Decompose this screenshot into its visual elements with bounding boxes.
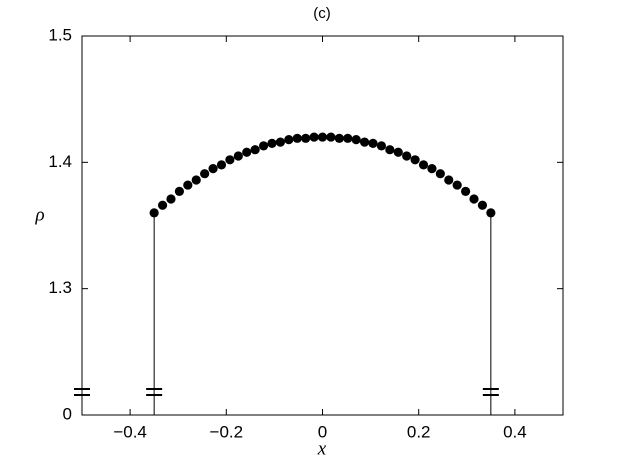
y-tick-label: 1.4 (48, 152, 72, 171)
data-point (418, 160, 429, 170)
data-point (149, 208, 159, 218)
data-point (334, 133, 344, 143)
data-point (275, 137, 286, 147)
data-point (157, 200, 168, 210)
data-point (368, 138, 378, 148)
data-point (267, 138, 277, 148)
data-point (486, 208, 496, 218)
data-point (191, 175, 201, 185)
x-tick-label: 0.2 (407, 422, 431, 441)
data-point (444, 175, 454, 185)
data-point (250, 145, 260, 155)
data-point (452, 180, 462, 190)
data-point (309, 132, 319, 142)
y-tick-label: 1.5 (48, 25, 72, 44)
data-point (393, 147, 403, 157)
data-point (292, 133, 302, 143)
x-tick-label: −0.4 (113, 422, 147, 441)
chart-title: (c) (313, 5, 331, 22)
data-point (166, 194, 176, 204)
data-point (317, 132, 328, 142)
data-point (208, 164, 218, 174)
data-point (301, 133, 311, 143)
data-point (343, 133, 353, 143)
data-point (435, 169, 445, 179)
data-point (174, 186, 185, 196)
x-tick-label: −0.2 (210, 422, 244, 441)
data-point (469, 194, 479, 204)
data-point (410, 155, 420, 165)
data-point (402, 151, 412, 161)
x-axis-label: x (317, 438, 327, 459)
data-point (242, 147, 252, 157)
data-point (225, 155, 235, 165)
y-axis-label: ρ (34, 204, 44, 225)
data-point (385, 145, 395, 155)
data-point (460, 186, 471, 196)
data-point (427, 164, 437, 174)
data-point (359, 137, 370, 147)
data-point (376, 141, 387, 151)
data-point (183, 180, 193, 190)
data-point (326, 132, 336, 142)
y-tick-label: 1.3 (48, 278, 72, 297)
x-tick-label: 0 (318, 422, 327, 441)
x-tick-label: 0.4 (503, 422, 527, 441)
data-point (284, 134, 294, 145)
data-point (200, 169, 210, 179)
data-point (233, 151, 243, 161)
data-point (258, 141, 269, 151)
y-tick-label: 0 (63, 404, 72, 423)
data-point (351, 134, 361, 145)
data-point (477, 200, 488, 210)
data-point (216, 160, 227, 170)
